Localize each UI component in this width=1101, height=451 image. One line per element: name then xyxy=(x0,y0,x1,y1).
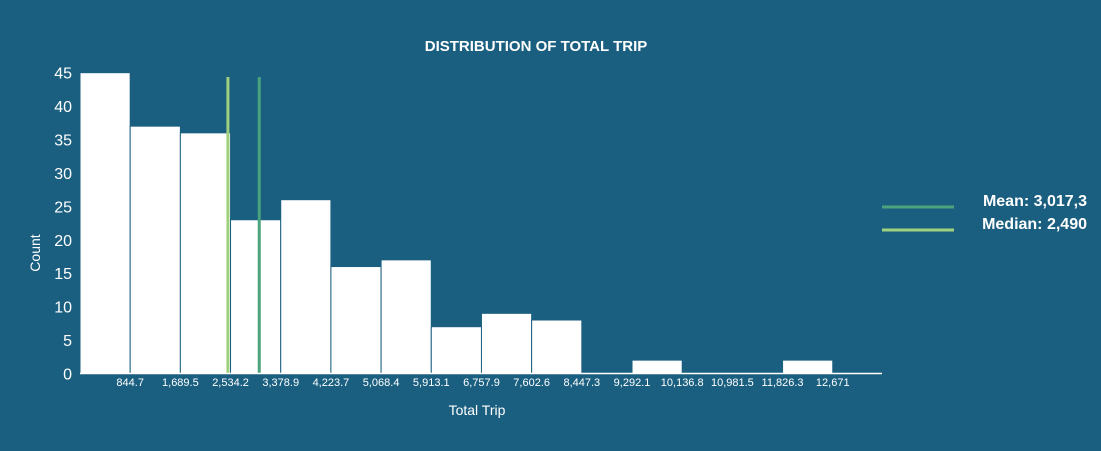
y-tick-label: 20 xyxy=(54,233,72,250)
x-tick-label: 2,534.2 xyxy=(212,377,249,389)
reference-lines-group xyxy=(226,77,261,374)
chart-title: DISTRIBUTION OF TOTAL TRIP xyxy=(425,38,648,55)
histogram-bar-7 xyxy=(430,326,482,374)
y-tick-label: 0 xyxy=(63,367,72,384)
histogram-bar-8 xyxy=(480,312,533,374)
y-tick-label: 40 xyxy=(54,99,72,116)
x-axis-label: Total Trip xyxy=(449,402,506,418)
y-tick-label: 10 xyxy=(54,300,72,317)
histogram-bar-4 xyxy=(280,199,332,374)
histogram-bar-5 xyxy=(330,266,382,375)
x-tick-label: 1,689.5 xyxy=(162,377,199,389)
x-tick-label: 844.7 xyxy=(116,377,144,389)
y-tick-label: 15 xyxy=(54,266,72,283)
x-tick-label: 3,378.9 xyxy=(262,377,299,389)
y-tick-label: 25 xyxy=(54,199,72,216)
x-tick-label: 9,292.1 xyxy=(614,377,651,389)
x-tick-label: 11,826.3 xyxy=(762,377,804,389)
x-tick-label: 12,671 xyxy=(816,377,850,389)
y-tick-label: 45 xyxy=(54,66,72,83)
x-tick-label: 5,913.1 xyxy=(413,377,450,389)
x-tick-label: 10,981.5 xyxy=(711,377,754,389)
legend-mean-label: Mean: 3,017,3 xyxy=(983,193,1087,210)
histogram-bar-1 xyxy=(129,125,181,374)
x-tick-label: 5,068.4 xyxy=(363,377,400,389)
legend-median-label: Median: 2,490 xyxy=(982,216,1087,233)
legend: Mean: 3,017,3 Median: 2,490 xyxy=(882,193,1087,233)
x-ticks-group: 844.7 1,689.5 2,534.2 3,378.9 4,223.7 5,068.4… xyxy=(116,377,849,389)
y-ticks-group: 0 5 10 15 20 25 30 35 40 45 xyxy=(54,66,72,384)
histogram-bar-9 xyxy=(531,319,583,374)
x-tick-label: 8,447.3 xyxy=(563,377,600,389)
y-tick-label: 30 xyxy=(54,166,72,183)
histogram-bar-11 xyxy=(631,359,683,374)
histogram-bar-2 xyxy=(179,132,232,374)
histogram-bar-14 xyxy=(782,359,834,374)
histogram-bar-0 xyxy=(79,72,131,374)
y-axis-label: Count xyxy=(27,234,43,271)
x-tick-label: 4,223.7 xyxy=(313,377,350,389)
x-tick-label: 6,757.9 xyxy=(463,377,500,389)
x-tick-label: 7,602.6 xyxy=(513,377,550,389)
y-tick-label: 5 xyxy=(63,333,72,350)
histogram-bar-3 xyxy=(230,219,282,374)
histogram-bar-6 xyxy=(380,259,432,375)
x-tick-label: 10,136.8 xyxy=(661,377,704,389)
bars-group xyxy=(79,72,834,375)
y-tick-label: 35 xyxy=(54,133,72,150)
